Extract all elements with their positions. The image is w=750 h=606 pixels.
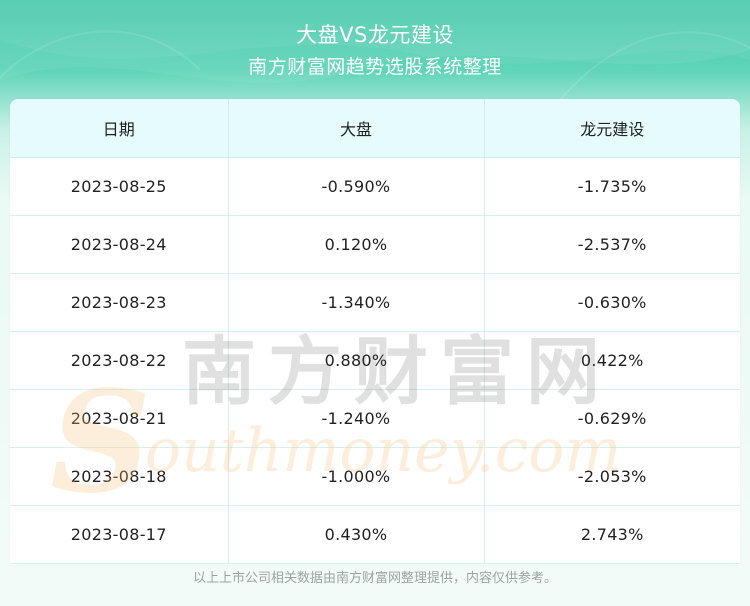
table-row: 2023-08-22 0.880% 0.422% [10, 331, 740, 390]
cell-market: -1.340% [228, 273, 485, 332]
table-row: 2023-08-25 -0.590% -1.735% [10, 157, 740, 216]
cell-stock: -2.053% [484, 447, 740, 506]
footer-disclaimer: 以上上市公司相关数据由南方财富网整理提供，内容仅供参考。 [192, 571, 557, 586]
column-header-date: 日期 [10, 99, 229, 158]
cell-stock: 0.422% [484, 331, 740, 390]
cell-date: 2023-08-24 [10, 215, 229, 274]
column-header-stock: 龙元建设 [484, 99, 740, 158]
cell-market: -1.240% [228, 389, 485, 448]
cell-date: 2023-08-25 [10, 157, 229, 216]
comparison-table-card: 日期 大盘 龙元建设 2023-08-25 -0.590% -1.735% 20… [10, 99, 740, 565]
page-subtitle: 南方财富网趋势选股系统整理 [248, 56, 502, 78]
table-row: 2023-08-21 -1.240% -0.629% [10, 389, 740, 448]
table-row: 2023-08-23 -1.340% -0.630% [10, 273, 740, 332]
cell-market: -0.590% [228, 157, 485, 216]
cell-date: 2023-08-18 [10, 447, 229, 506]
column-header-market: 大盘 [228, 99, 485, 158]
cell-market: 0.880% [228, 331, 485, 390]
cell-date: 2023-08-17 [10, 505, 229, 564]
cell-date: 2023-08-22 [10, 331, 229, 390]
table-header-row: 日期 大盘 龙元建设 [10, 99, 740, 158]
page-title: 大盘VS龙元建设 [296, 23, 454, 47]
cell-stock: -0.630% [484, 273, 740, 332]
table-row: 2023-08-18 -1.000% -2.053% [10, 447, 740, 506]
cell-stock: -2.537% [484, 215, 740, 274]
table-row: 2023-08-24 0.120% -2.537% [10, 215, 740, 274]
cell-market: 0.430% [228, 505, 485, 564]
cell-stock: -1.735% [484, 157, 740, 216]
page-header: 大盘VS龙元建设 南方财富网趋势选股系统整理 [0, 0, 750, 100]
cell-date: 2023-08-21 [10, 389, 229, 448]
cell-stock: 2.743% [484, 505, 740, 564]
comparison-table: 日期 大盘 龙元建设 2023-08-25 -0.590% -1.735% 20… [10, 99, 740, 564]
cell-date: 2023-08-23 [10, 273, 229, 332]
cell-stock: -0.629% [484, 389, 740, 448]
cell-market: 0.120% [228, 215, 485, 274]
cell-market: -1.000% [228, 447, 485, 506]
table-row: 2023-08-17 0.430% 2.743% [10, 505, 740, 564]
